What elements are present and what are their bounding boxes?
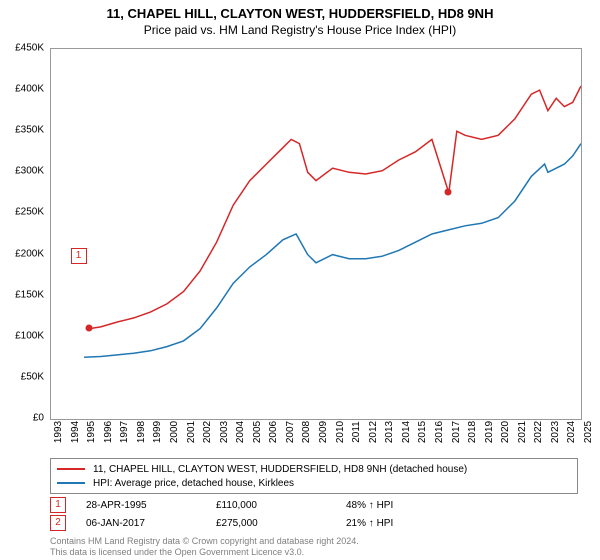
chart-plot-area xyxy=(50,48,582,420)
y-tick-label: £400K xyxy=(0,84,44,95)
transaction-date-1: 28-APR-1995 xyxy=(86,500,216,511)
transaction-row-2: 2 06-JAN-2017 £275,000 21% ↑ HPI xyxy=(50,514,476,532)
x-tick-label: 2003 xyxy=(219,421,230,443)
series-line-property xyxy=(90,86,581,329)
transaction-marker-2: 2 xyxy=(50,515,66,531)
x-tick-label: 2008 xyxy=(301,421,312,443)
x-tick-label: 2025 xyxy=(583,421,594,443)
x-tick-label: 2024 xyxy=(566,421,577,443)
transaction-price-2: £275,000 xyxy=(216,518,346,529)
x-tick-label: 2020 xyxy=(500,421,511,443)
x-tick-label: 2016 xyxy=(434,421,445,443)
x-tick-label: 2023 xyxy=(550,421,561,443)
y-tick-label: £450K xyxy=(0,43,44,54)
x-tick-label: 2004 xyxy=(235,421,246,443)
sale-marker-label: 1 xyxy=(71,248,87,264)
x-tick-label: 2006 xyxy=(268,421,279,443)
chart-subtitle: Price paid vs. HM Land Registry's House … xyxy=(0,21,600,41)
x-tick-label: 2019 xyxy=(484,421,495,443)
x-tick-label: 2015 xyxy=(417,421,428,443)
sale-marker-dot xyxy=(85,324,92,331)
legend-label-hpi: HPI: Average price, detached house, Kirk… xyxy=(93,478,294,489)
x-tick-label: 1998 xyxy=(136,421,147,443)
legend-row-property: 11, CHAPEL HILL, CLAYTON WEST, HUDDERSFI… xyxy=(57,462,571,476)
x-tick-label: 1996 xyxy=(103,421,114,443)
y-tick-label: £200K xyxy=(0,248,44,259)
legend-swatch-property xyxy=(57,468,85,470)
series-line-hpi xyxy=(84,144,581,358)
y-tick-label: £0 xyxy=(0,413,44,424)
footnote: Contains HM Land Registry data © Crown c… xyxy=(50,536,359,558)
transaction-delta-1: 48% ↑ HPI xyxy=(346,500,476,511)
y-tick-label: £300K xyxy=(0,166,44,177)
x-tick-label: 2011 xyxy=(351,421,362,443)
x-tick-label: 2010 xyxy=(335,421,346,443)
transaction-marker-1: 1 xyxy=(50,497,66,513)
x-tick-label: 2012 xyxy=(368,421,379,443)
y-tick-label: £350K xyxy=(0,125,44,136)
x-tick-label: 2013 xyxy=(384,421,395,443)
x-tick-label: 1994 xyxy=(70,421,81,443)
x-tick-label: 2002 xyxy=(202,421,213,443)
x-tick-label: 2001 xyxy=(186,421,197,443)
y-tick-label: £250K xyxy=(0,207,44,218)
x-tick-label: 2000 xyxy=(169,421,180,443)
transactions-table: 1 28-APR-1995 £110,000 48% ↑ HPI 2 06-JA… xyxy=(50,496,476,532)
legend-label-property: 11, CHAPEL HILL, CLAYTON WEST, HUDDERSFI… xyxy=(93,464,467,475)
x-tick-label: 2014 xyxy=(401,421,412,443)
footnote-line2: This data is licensed under the Open Gov… xyxy=(50,547,359,558)
x-tick-label: 1995 xyxy=(86,421,97,443)
x-tick-label: 1997 xyxy=(119,421,130,443)
x-tick-label: 2017 xyxy=(451,421,462,443)
footnote-line1: Contains HM Land Registry data © Crown c… xyxy=(50,536,359,547)
x-tick-label: 2022 xyxy=(533,421,544,443)
x-tick-label: 2018 xyxy=(467,421,478,443)
y-tick-label: £100K xyxy=(0,330,44,341)
x-tick-label: 2007 xyxy=(285,421,296,443)
x-tick-label: 1993 xyxy=(53,421,64,443)
y-tick-label: £150K xyxy=(0,289,44,300)
x-tick-label: 2005 xyxy=(252,421,263,443)
transaction-price-1: £110,000 xyxy=(216,500,346,511)
x-tick-label: 2021 xyxy=(517,421,528,443)
transaction-delta-2: 21% ↑ HPI xyxy=(346,518,476,529)
y-tick-label: £50K xyxy=(0,371,44,382)
chart-svg xyxy=(51,49,581,419)
transaction-date-2: 06-JAN-2017 xyxy=(86,518,216,529)
legend: 11, CHAPEL HILL, CLAYTON WEST, HUDDERSFI… xyxy=(50,458,578,494)
x-tick-label: 2009 xyxy=(318,421,329,443)
chart-title: 11, CHAPEL HILL, CLAYTON WEST, HUDDERSFI… xyxy=(0,0,600,21)
legend-swatch-hpi xyxy=(57,482,85,484)
x-tick-label: 1999 xyxy=(152,421,163,443)
transaction-row-1: 1 28-APR-1995 £110,000 48% ↑ HPI xyxy=(50,496,476,514)
legend-row-hpi: HPI: Average price, detached house, Kirk… xyxy=(57,476,571,490)
sale-marker-dot xyxy=(444,188,451,195)
